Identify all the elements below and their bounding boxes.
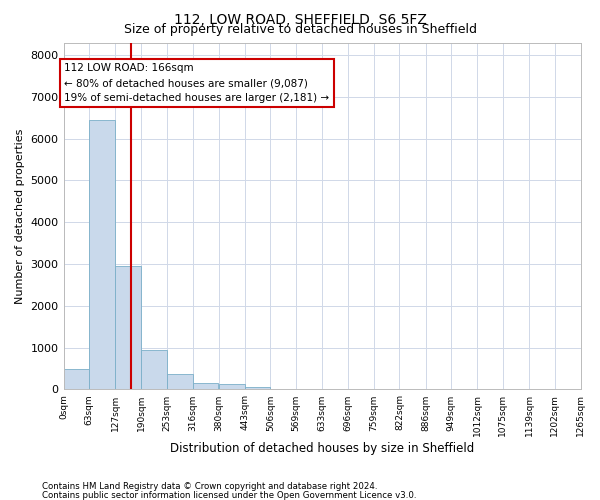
- Y-axis label: Number of detached properties: Number of detached properties: [15, 128, 25, 304]
- Bar: [64, 368, 89, 390]
- Bar: [245, 386, 271, 390]
- X-axis label: Distribution of detached houses by size in Sheffield: Distribution of detached houses by size …: [170, 442, 474, 455]
- Text: Contains HM Land Registry data © Crown copyright and database right 2024.: Contains HM Land Registry data © Crown c…: [42, 482, 377, 491]
- Text: 112, LOW ROAD, SHEFFIELD, S6 5FZ: 112, LOW ROAD, SHEFFIELD, S6 5FZ: [173, 12, 427, 26]
- Text: Contains public sector information licensed under the Open Government Licence v3: Contains public sector information licen…: [42, 491, 416, 500]
- Bar: [89, 120, 115, 390]
- Text: Size of property relative to detached houses in Sheffield: Size of property relative to detached ho…: [124, 22, 476, 36]
- Bar: [167, 374, 193, 390]
- Text: 112 LOW ROAD: 166sqm
← 80% of detached houses are smaller (9,087)
19% of semi-de: 112 LOW ROAD: 166sqm ← 80% of detached h…: [64, 64, 329, 103]
- Bar: [219, 384, 245, 390]
- Bar: [115, 266, 141, 390]
- Bar: [141, 350, 167, 390]
- Bar: [193, 383, 218, 390]
